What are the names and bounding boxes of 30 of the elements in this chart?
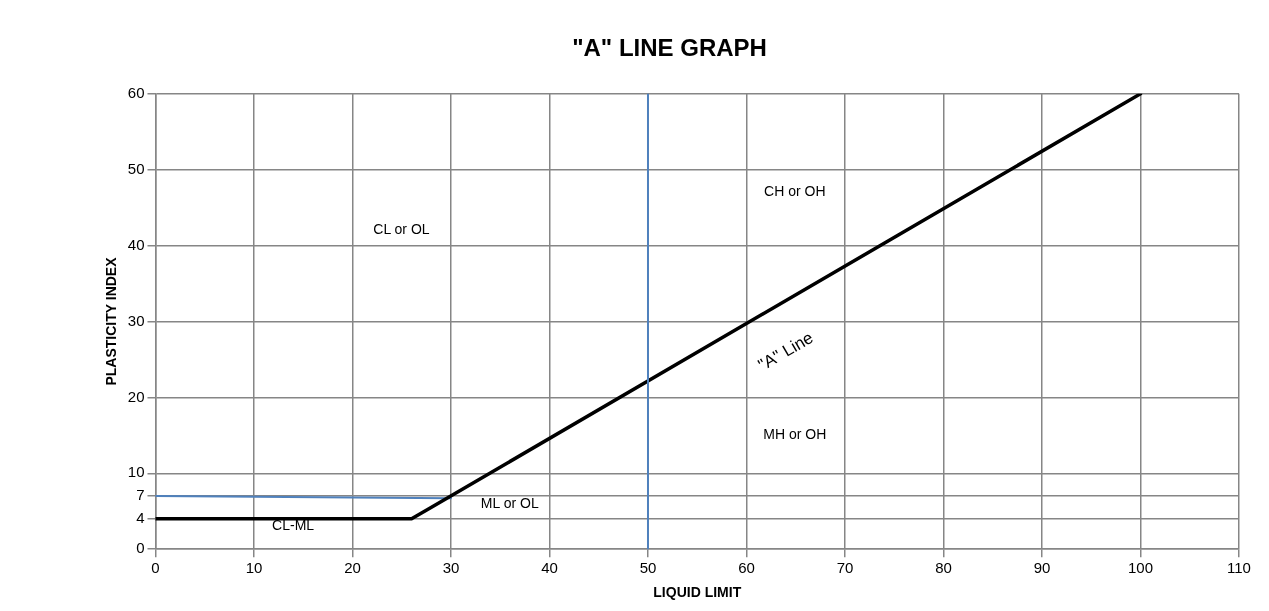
y-axis-title: PLASTICITY INDEX xyxy=(103,256,120,386)
annotation: CL-ML xyxy=(272,517,315,534)
x-tick-label: 30 xyxy=(442,559,460,577)
annotation: ML or OL xyxy=(480,494,539,511)
y-tick-label: 60 xyxy=(127,83,145,101)
y-tick-label: 0 xyxy=(136,539,145,557)
annotation: MH or OH xyxy=(763,426,827,443)
annotation: "A" Line xyxy=(754,327,817,375)
y-tick-label: 50 xyxy=(127,159,145,177)
x-tick-label: 10 xyxy=(245,559,263,577)
y-tick-label: 30 xyxy=(127,311,145,329)
y-tick-label: 10 xyxy=(127,463,145,481)
chart-title: "A" LINE GRAPH xyxy=(572,34,767,62)
x-tick-label: 80 xyxy=(935,559,952,577)
x-tick-label: 90 xyxy=(1033,559,1051,577)
x-tick-label: 40 xyxy=(541,559,558,577)
x-tick-label: 60 xyxy=(738,559,755,577)
x-tick-label: 20 xyxy=(344,559,361,577)
annotation: CH or OH xyxy=(764,183,826,200)
x-tick-label: 50 xyxy=(639,559,657,577)
y-tick-label: 20 xyxy=(127,387,145,405)
y-tick-label: 4 xyxy=(136,508,145,526)
y-tick-label: 7 xyxy=(136,486,145,504)
x-tick-label: 70 xyxy=(836,559,854,577)
x-axis-title: LIQUID LIMIT xyxy=(653,584,742,601)
annotation: CL or OL xyxy=(373,221,430,238)
x-tick-label: 0 xyxy=(151,559,160,577)
x-tick-label: 100 xyxy=(1127,559,1154,577)
x-tick-label: 110 xyxy=(1227,559,1251,577)
y-tick-label: 40 xyxy=(127,235,145,253)
